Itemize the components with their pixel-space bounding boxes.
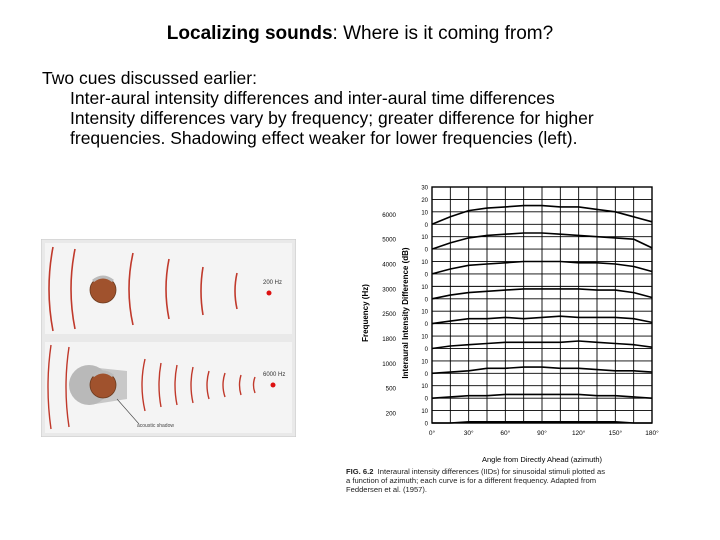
frequency-labels: 6000 5000 4000 3000 2500 1800 1000 500 200 — [382, 212, 396, 418]
db-tick-label: 10 — [421, 335, 428, 341]
iid-curve — [431, 232, 653, 250]
freq-label-top: 200 Hz — [263, 280, 282, 286]
db-tick-label: 0 — [425, 272, 429, 278]
shadow-label: acoustic shadow — [137, 423, 174, 429]
y-axis-label-left: Frequency (Hz) — [361, 284, 370, 342]
db-tick-label: 0 — [425, 297, 429, 303]
iid-curve — [431, 260, 653, 275]
head-shadow-figure: 200 Hz 6000 Hz acoustic shadow — [41, 239, 296, 437]
y-axis-label-right: Interaural Intensity Difference (dB) — [401, 247, 410, 378]
slide-title-rest: : Where is it coming from? — [332, 23, 554, 44]
db-tick-label: 30 — [421, 186, 428, 192]
db-tick-label: 10 — [421, 285, 428, 291]
frequency-label: 5000 — [382, 237, 396, 244]
head-top — [89, 275, 117, 304]
db-tick-label: 0 — [425, 322, 429, 328]
caption-fig: FIG. 6.2 — [346, 467, 374, 476]
x-tick-label: 180° — [645, 429, 659, 437]
iid-curve — [431, 340, 653, 350]
x-tick-label: 60° — [500, 429, 510, 437]
iid-curve — [431, 204, 653, 226]
body-line-3: Intensity differences vary by frequency;… — [70, 108, 594, 128]
db-tick-label: 10 — [421, 210, 428, 216]
db-tick-label: 10 — [421, 359, 428, 365]
frequency-label: 4000 — [382, 261, 396, 268]
db-tick-label: 0 — [425, 397, 429, 403]
caption-line-1: Interaural intensity differences (IIDs) … — [377, 467, 606, 476]
chart-grid — [431, 186, 653, 424]
db-tick-label: 10 — [421, 384, 428, 390]
frequency-label: 3000 — [382, 286, 396, 293]
x-tick-label: 90° — [537, 429, 547, 437]
db-tick-label: 10 — [421, 310, 428, 316]
x-tick-label: 30° — [464, 429, 474, 437]
frequency-label: 500 — [386, 386, 397, 393]
caption-line-2: a function of azimuth; each curve is for… — [346, 476, 597, 485]
freq-label-bottom: 6000 Hz — [263, 372, 285, 378]
db-tick-label: 10 — [421, 235, 428, 241]
iid-curves — [431, 204, 653, 424]
iid-curve — [431, 315, 653, 325]
db-tick-label: 20 — [421, 198, 428, 204]
frequency-label: 6000 — [382, 212, 396, 219]
top-wavefronts — [48, 246, 238, 332]
body-line-4: frequencies. Shadowing effect weaker for… — [70, 128, 578, 148]
db-tick-label: 10 — [421, 260, 428, 266]
frequency-label: 1000 — [382, 361, 396, 368]
frequency-label: 2500 — [382, 311, 396, 318]
x-tick-labels: 0° 30° 60° 90° 120° 150° 180° — [429, 429, 659, 437]
db-labels: 30 20 10 0 10 0 10 0 10 0 10 0 10 0 10 0 10 0 10 0 — [421, 186, 428, 428]
top-panel — [45, 243, 292, 334]
x-tick-label: 150° — [609, 429, 623, 437]
head-bottom — [89, 370, 117, 399]
sound-source-bottom — [270, 382, 276, 388]
sound-source-top — [266, 290, 272, 296]
caption-line-3: Feddersen et al. (1957). — [346, 485, 428, 494]
x-axis-label: Angle from Directly Ahead (azimuth) — [482, 455, 603, 464]
slide-body: Two cues discussed earlier: Inter-aural … — [42, 68, 682, 148]
iid-curve — [431, 288, 653, 300]
iid-curve — [431, 366, 653, 375]
db-tick-label: 0 — [425, 223, 429, 229]
db-tick-label: 0 — [425, 422, 429, 428]
iid-curve — [431, 393, 653, 399]
db-tick-label: 10 — [421, 409, 428, 415]
x-tick-label: 0° — [429, 429, 436, 437]
body-line-1: Two cues discussed earlier: — [42, 68, 257, 88]
db-tick-label: 0 — [425, 372, 429, 378]
iid-curve — [432, 421, 652, 424]
frequency-label: 200 — [386, 411, 397, 418]
slide-title: Localizing sounds: Where is it coming fr… — [0, 22, 720, 46]
body-line-2: Inter-aural intensity differences and in… — [70, 88, 555, 108]
slide-title-bold: Localizing sounds — [166, 23, 333, 44]
bottom-wavefronts — [47, 344, 256, 430]
db-tick-label: 0 — [425, 248, 429, 254]
frequency-label: 1800 — [382, 336, 396, 343]
figure-caption: FIG. 6.2 Interaural intensity difference… — [346, 467, 682, 494]
x-tick-label: 120° — [572, 429, 586, 437]
db-tick-label: 0 — [425, 347, 429, 353]
